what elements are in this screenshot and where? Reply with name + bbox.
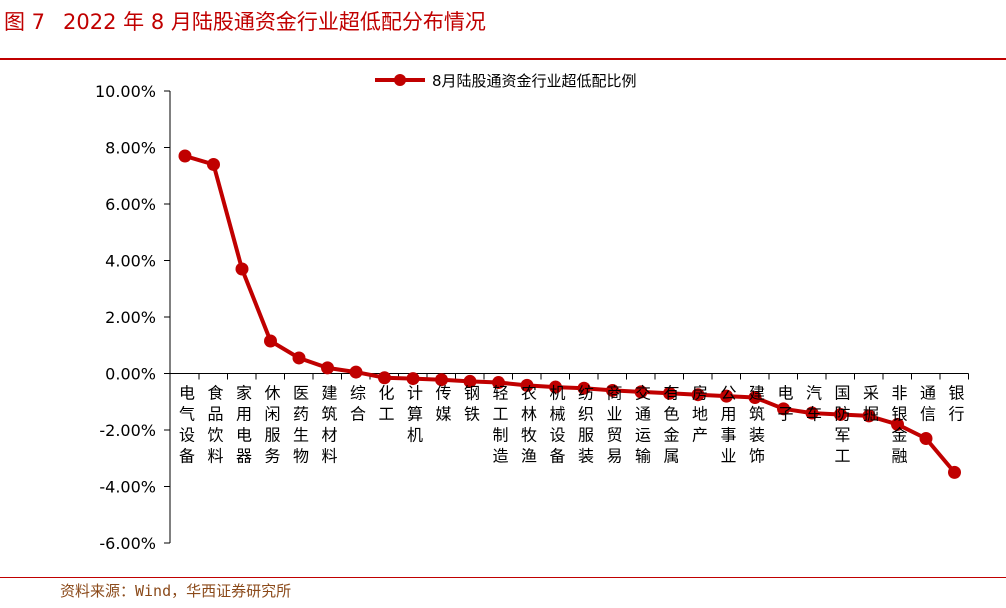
x-tick-label: 钢铁 [464, 384, 480, 424]
x-tick-label: 家用电器 [236, 384, 252, 466]
series-polyline [184, 154, 957, 474]
x-tick-label: 纺织服装 [578, 384, 594, 466]
data-point [748, 391, 762, 405]
x-tick-label: 电气设备 [179, 384, 195, 466]
x-tick-label: 有色金属 [663, 384, 679, 466]
x-tick-label: 商业贸易 [606, 384, 622, 466]
x-tick-label: 银行 [948, 384, 964, 424]
y-tick-label: 4.00% [105, 252, 156, 271]
data-point [720, 389, 733, 403]
data-point [577, 381, 591, 395]
data-point [178, 149, 192, 163]
x-tick-label: 化工 [378, 384, 394, 424]
figure-number: 图 7 [4, 10, 46, 34]
x-tick-label: 建筑装饰 [749, 384, 765, 466]
data-point [663, 386, 676, 400]
x-tick-label: 交通运输 [635, 384, 651, 466]
y-axis: 10.00% 8.00% 6.00% 4.00% 2.00% 0.00% -2.00% -4.… [95, 82, 171, 553]
y-tick-label: -2.00% [99, 421, 156, 440]
x-tick-label: 非银金融 [891, 384, 907, 466]
data-point [520, 378, 534, 392]
x-tick-label: 计算机 [407, 384, 423, 445]
legend-marker [394, 74, 406, 86]
x-tick-label: 医药生物 [293, 384, 309, 466]
x-tick-labels: 电气设备食品饮料家用电器休闲服务医药生物建筑材料综合化工计算机传媒钢铁轻工制造农… [179, 384, 965, 466]
figure-title: 图 7 2022 年 8 月陆股通资金行业超低配分布情况 [4, 2, 486, 42]
data-point [805, 406, 819, 420]
data-point [606, 383, 619, 397]
x-tick-label: 公用事业 [720, 384, 736, 466]
y-tick-label: -6.00% [99, 534, 156, 553]
data-point [948, 465, 961, 479]
y-tick-label: 10.00% [95, 82, 156, 101]
legend: 8月陆股通资金行业超低配比例 [375, 72, 637, 90]
data-point [235, 262, 249, 276]
legend-label: 8月陆股通资金行业超低配比例 [432, 72, 637, 90]
y-tick-label: -4.00% [99, 478, 156, 497]
data-point [691, 388, 705, 402]
title-divider [0, 58, 1006, 60]
x-tick-label: 农林牧渔 [521, 384, 537, 466]
x-tick-label: 通信 [920, 384, 936, 424]
data-point [378, 371, 391, 385]
series-points [178, 149, 961, 479]
x-tick-label: 电子 [777, 384, 793, 424]
data-point [549, 380, 562, 394]
x-tick-label: 汽车 [806, 384, 822, 424]
data-point [492, 376, 505, 390]
data-point [634, 385, 648, 399]
x-tick-label: 机械设备 [549, 384, 565, 466]
data-point [919, 431, 933, 445]
x-tick-label: 休闲服务 [264, 384, 280, 466]
y-tick-label: 6.00% [105, 195, 156, 214]
data-point [435, 373, 448, 387]
data-point [891, 417, 904, 431]
data-point [777, 402, 790, 416]
x-tick-label: 综合 [350, 384, 366, 424]
data-point [264, 334, 277, 348]
x-tick-label: 房地产 [692, 384, 708, 445]
data-point [292, 351, 306, 365]
data-point [406, 372, 420, 386]
x-tick-label: 轻工制造 [492, 384, 508, 466]
footer-divider [0, 577, 1006, 578]
data-point [321, 361, 334, 375]
y-tick-label: 2.00% [105, 308, 156, 327]
x-tick-label: 采掘 [863, 384, 879, 424]
y-tick-label: 0.00% [105, 365, 156, 384]
x-axis [169, 373, 969, 380]
data-point [862, 409, 876, 423]
data-point [349, 365, 363, 379]
data-point [207, 157, 220, 171]
line-chart: 8月陆股通资金行业超低配比例 10.00% 8.00% 6.00% 4.00% 2.00… [95, 72, 969, 553]
data-point [834, 407, 847, 421]
figure-title-text: 2022 年 8 月陆股通资金行业超低配分布情况 [63, 10, 486, 34]
x-tick-label: 建筑材料 [321, 384, 337, 466]
y-tick-label: 8.00% [105, 139, 156, 158]
data-point [463, 374, 477, 388]
x-tick-label: 国防军工 [834, 384, 850, 466]
x-tick-label: 食品饮料 [207, 384, 223, 466]
source-note: 资料来源：Wind，华西证券研究所 [60, 582, 292, 600]
series-line [184, 154, 957, 474]
x-tick-label: 传媒 [435, 384, 451, 424]
